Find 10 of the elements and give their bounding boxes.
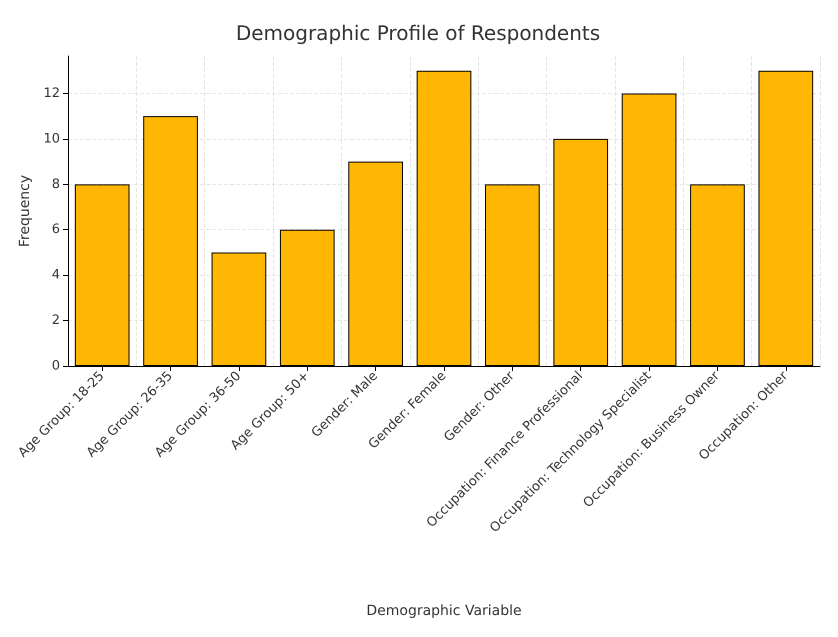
y-tick-label: 2 bbox=[52, 313, 60, 328]
y-tick-label: 6 bbox=[52, 222, 60, 238]
x-axis-title: Demographic Variable bbox=[366, 603, 522, 619]
y-tick-label: 4 bbox=[52, 268, 60, 283]
y-tick-label: 0 bbox=[52, 358, 60, 374]
y-tick-label: 12 bbox=[43, 86, 60, 101]
y-axis-title: Frequency bbox=[17, 174, 33, 248]
y-tick-label: 10 bbox=[43, 131, 60, 146]
chart-title: Demographic Profile of Respondents bbox=[236, 21, 600, 45]
y-tick-label: 8 bbox=[52, 176, 60, 192]
